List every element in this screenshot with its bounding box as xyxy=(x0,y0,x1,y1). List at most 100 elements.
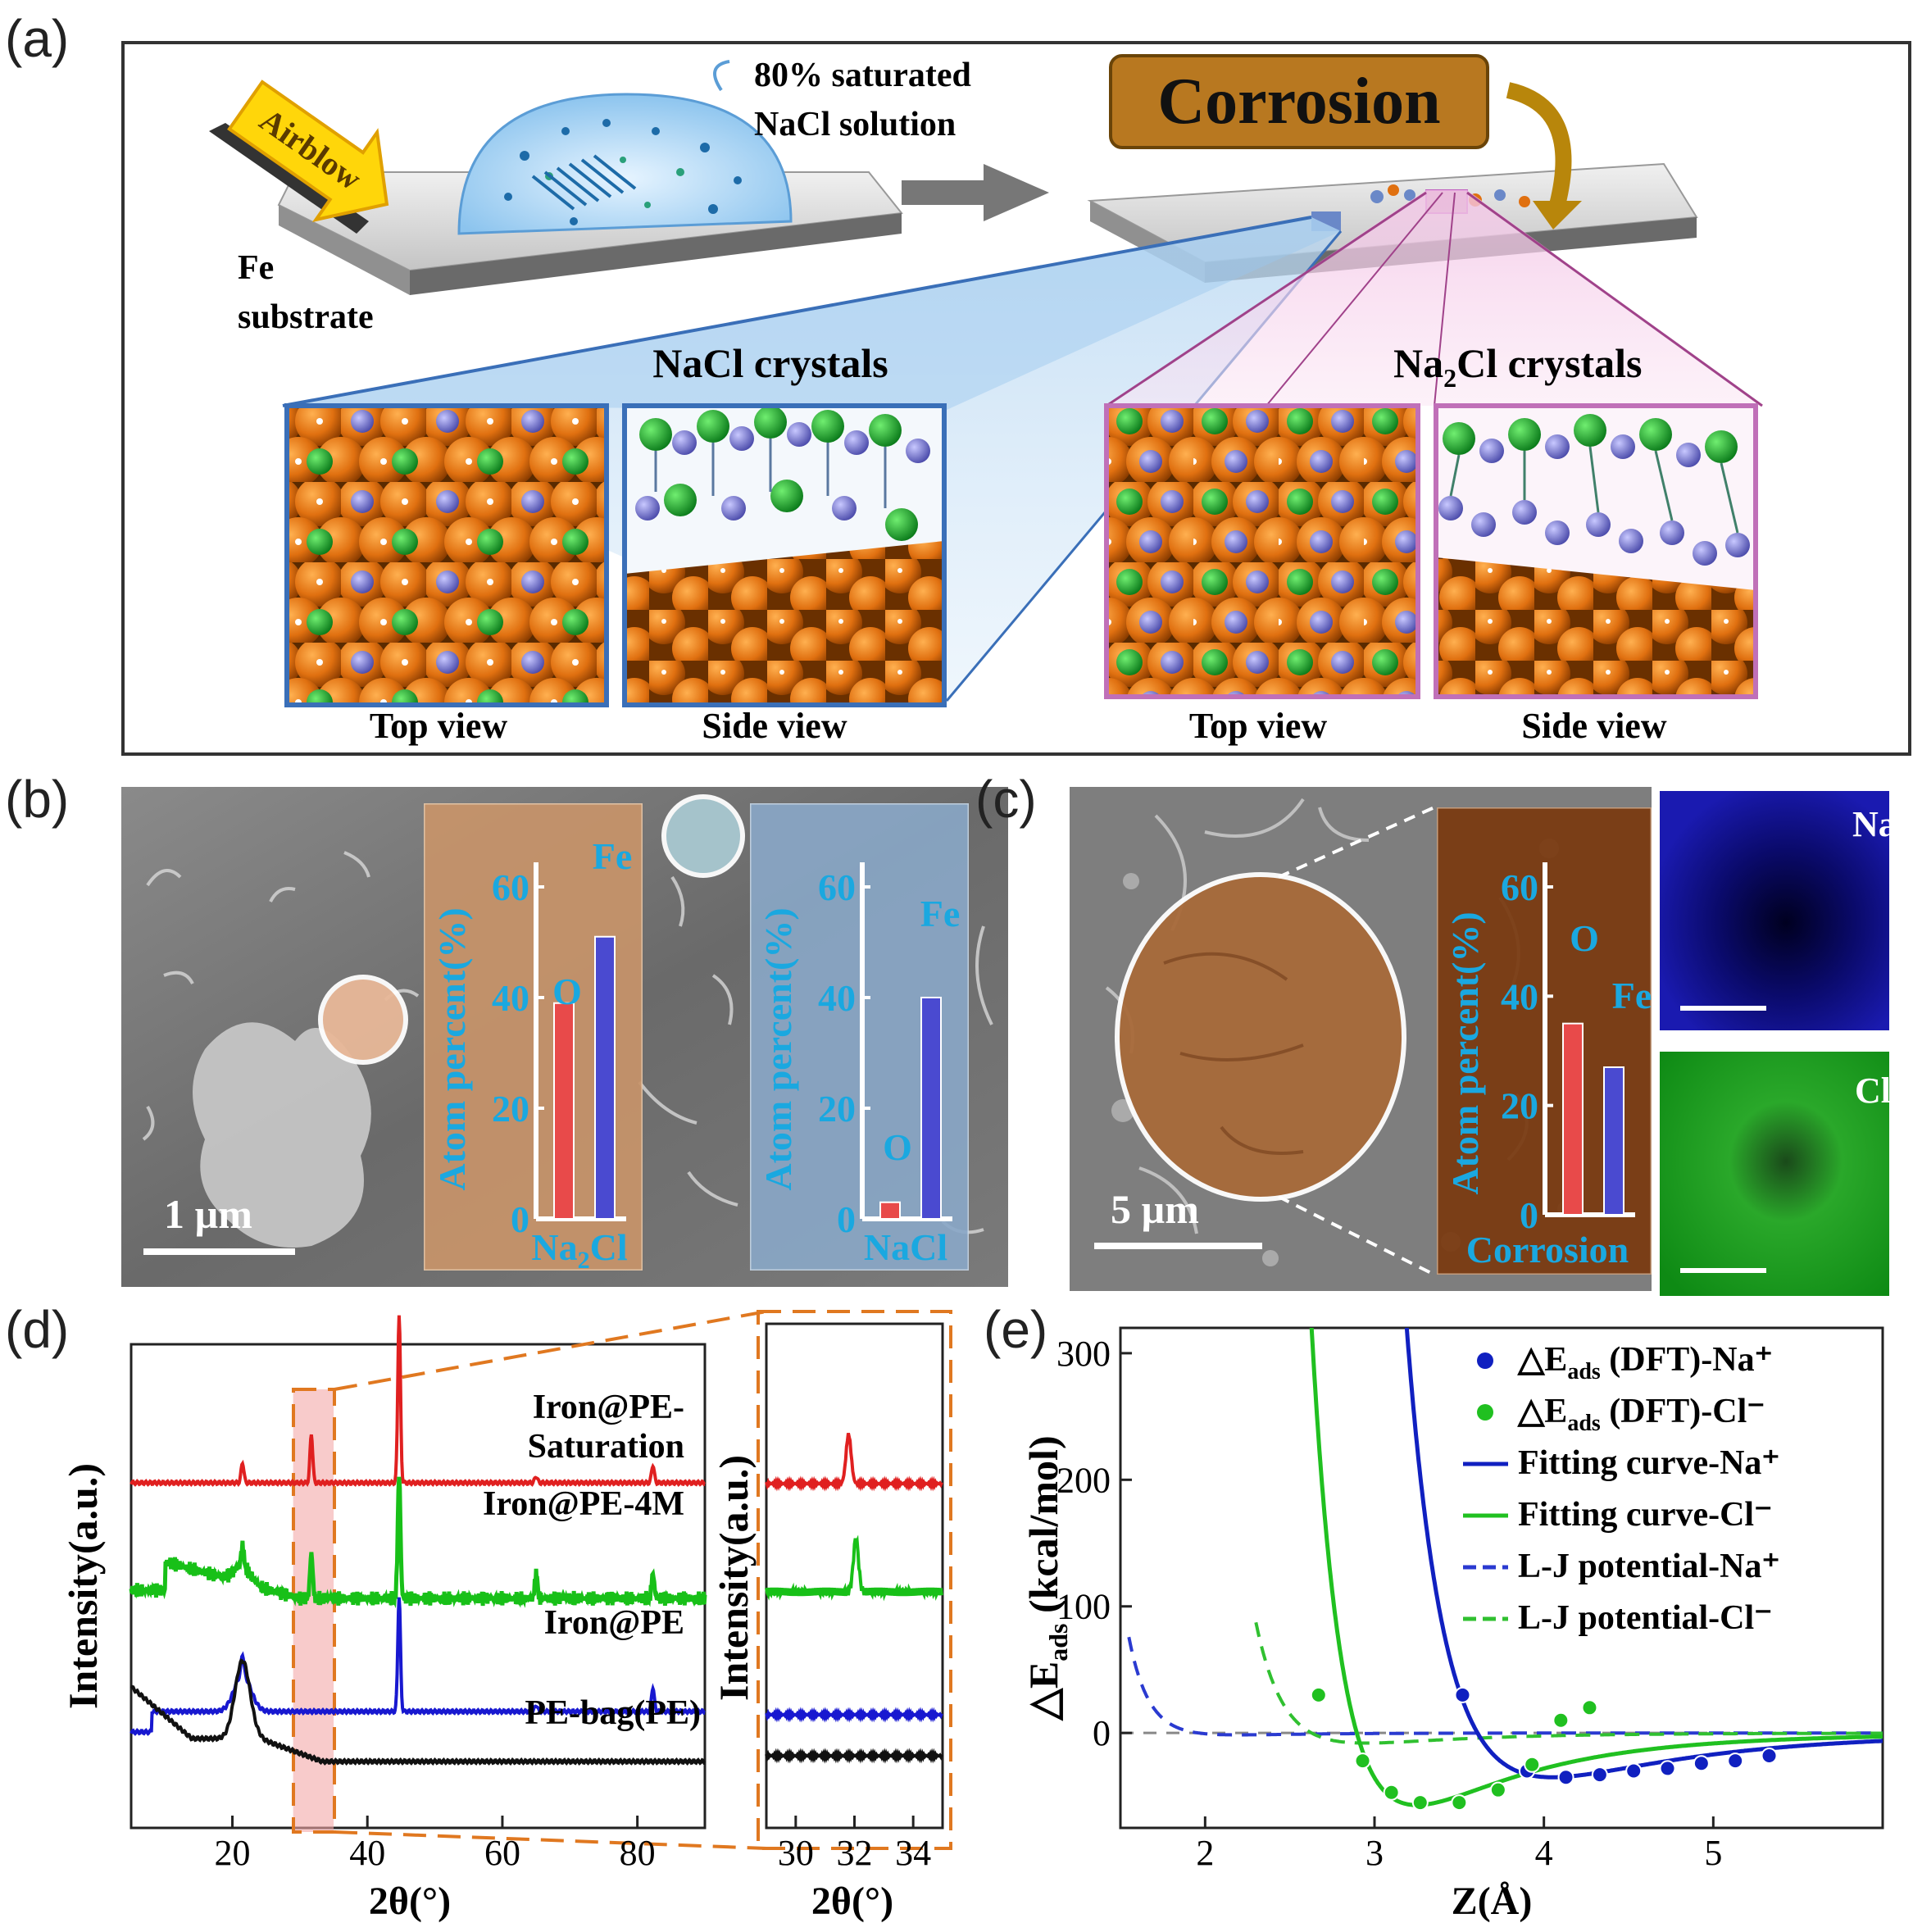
nacl-side-view xyxy=(622,403,947,707)
e-legend-marker xyxy=(1477,1352,1493,1369)
e-point-cl xyxy=(1383,1784,1400,1801)
b-nacl-fe-label: Fe xyxy=(920,893,961,934)
e-ytick: 100 xyxy=(1056,1587,1111,1627)
bar-ytick: 60 xyxy=(818,866,856,908)
e-point-cl xyxy=(1310,1686,1327,1703)
d-zoom-xlabel: 2θ(°) xyxy=(811,1880,893,1923)
bar-ytick: 0 xyxy=(511,1198,529,1240)
lj-na-curve xyxy=(1127,1636,1883,1737)
e-legend-label: L-J potential-Cl⁻ xyxy=(1518,1599,1772,1637)
e-xlabel: Z(Å) xyxy=(1452,1880,1533,1923)
d-xtick: 40 xyxy=(349,1833,385,1873)
e-point-cl xyxy=(1552,1712,1570,1729)
bar-o xyxy=(553,1002,575,1220)
b-nacl-xlabel: NaCl xyxy=(864,1226,947,1268)
d-trace-1 xyxy=(129,1476,707,1609)
bar-ytick: 60 xyxy=(492,866,529,908)
d-trace-2 xyxy=(130,1597,706,1736)
e-ytick: 0 xyxy=(1093,1713,1111,1753)
e-xtick: 4 xyxy=(1535,1833,1553,1873)
panel-d-label: (d) xyxy=(5,1300,70,1359)
substrate-line1: Fe xyxy=(238,249,274,287)
d-zoom-xtick: 34 xyxy=(895,1833,931,1873)
b-nacl-ylabel: Atom percent(%) xyxy=(757,907,799,1190)
panel-c-scale: 5 µm xyxy=(1111,1186,1199,1232)
c-o-label: O xyxy=(1570,917,1599,959)
c-ylabel: Atom percent(%) xyxy=(1444,911,1486,1194)
cl-map-label: Cl xyxy=(1855,1071,1891,1111)
na2cl-crystals-title: Na2Cl crystals xyxy=(1393,340,1642,393)
e-point-cl xyxy=(1354,1752,1371,1770)
corrosion-label: Corrosion xyxy=(1157,66,1440,138)
bar-ytick: 40 xyxy=(1501,975,1538,1017)
lj-cl-curve xyxy=(1254,1621,1883,1745)
b-na2cl-ylabel: Atom percent(%) xyxy=(431,907,473,1190)
e-point-na xyxy=(1727,1752,1744,1770)
na2cl-top-view xyxy=(1104,403,1420,699)
view-label-3: Top view xyxy=(1189,706,1328,746)
bar-o xyxy=(879,1201,901,1220)
e-xtick: 3 xyxy=(1365,1833,1384,1873)
e-point-na xyxy=(1591,1766,1608,1784)
e-point-na xyxy=(1693,1755,1710,1772)
d-trace-label-3: Iron@PE-4M xyxy=(483,1485,684,1523)
d-zoom-trace-3 xyxy=(765,1748,943,1764)
bar-fe xyxy=(594,935,616,1220)
bar-fe xyxy=(920,997,942,1220)
na2cl-side-view xyxy=(1434,403,1758,699)
e-point-cl xyxy=(1489,1781,1506,1798)
view-label-1: Top view xyxy=(370,706,508,746)
panel-a-schematic: Airblow 80% saturated NaCl solution Fe s… xyxy=(121,41,1911,756)
c-xlabel: Corrosion xyxy=(1466,1229,1629,1271)
d-trace-label-2: Saturation xyxy=(528,1428,684,1466)
e-point-na xyxy=(1454,1686,1471,1703)
bar-ytick: 20 xyxy=(1501,1085,1538,1127)
d-zoom-ylabel: Intensity(a.u.) xyxy=(711,1455,757,1701)
nacl-top-view xyxy=(284,403,609,707)
d-xtick: 60 xyxy=(484,1833,520,1873)
b-na2cl-o-label: O xyxy=(552,971,582,1012)
d-zoom-trace-0 xyxy=(765,1432,943,1492)
panel-b-na2cl-bar-chart: Atom percent(%) 0 20 40 60 Na2Cl O Fe xyxy=(424,803,643,1271)
e-legend-label: △Eads (DFT)-Cl⁻ xyxy=(1517,1393,1765,1436)
d-zoom-trace-2 xyxy=(765,1707,943,1723)
e-point-cl xyxy=(1411,1794,1429,1812)
bar-ytick: 0 xyxy=(837,1198,856,1240)
d-zoom-trace-1 xyxy=(765,1534,943,1602)
e-point-cl xyxy=(1451,1794,1468,1812)
b-nacl-o-label: O xyxy=(883,1126,912,1168)
panel-e-label: (e) xyxy=(984,1300,1048,1359)
na-map-label: Na xyxy=(1852,804,1893,844)
e-legend-label: Fitting curve-Cl⁻ xyxy=(1518,1496,1772,1534)
solution-line2: NaCl solution xyxy=(754,106,956,143)
bar-ytick: 0 xyxy=(1520,1194,1538,1236)
c-fe-label: Fe xyxy=(1612,975,1652,1016)
bar-o xyxy=(1562,1022,1584,1216)
panel-c-corrosion-bar-chart: Atom percent(%) 0 20 40 60 Corrosion O Fe xyxy=(1437,807,1652,1275)
d-xtick: 20 xyxy=(215,1833,251,1873)
d-zoom-xtick: 32 xyxy=(837,1833,873,1873)
e-point-cl xyxy=(1581,1699,1598,1716)
d-ylabel: Intensity(a.u.) xyxy=(60,1463,106,1709)
e-ytick: 300 xyxy=(1056,1334,1111,1374)
bar-ytick: 20 xyxy=(818,1088,856,1130)
e-legend-label: Fitting curve-Na⁺ xyxy=(1518,1444,1780,1482)
e-point-cl xyxy=(1524,1756,1541,1773)
panel-c-eds-maps: Na Cl xyxy=(1660,791,1893,1296)
na-map xyxy=(1660,791,1889,1030)
e-xtick: 2 xyxy=(1196,1833,1214,1873)
bar-ytick: 20 xyxy=(492,1088,529,1130)
bar-ytick: 40 xyxy=(818,977,856,1019)
e-point-na xyxy=(1761,1747,1778,1764)
panel-b-scale: 1 µm xyxy=(164,1191,252,1237)
nacl-crystals-title: NaCl crystals xyxy=(652,340,888,386)
cl-map xyxy=(1660,1052,1889,1296)
b-na2cl-xlabel: Na2Cl xyxy=(531,1226,627,1271)
d-xtick: 80 xyxy=(620,1833,656,1873)
e-legend-marker xyxy=(1477,1404,1493,1421)
panel-d-xrd-chart: 20 40 60 80 30 32 34 Intensity(a.u.) Intensity… xyxy=(60,1310,952,1923)
e-legend-label: △Eads (DFT)-Na⁺ xyxy=(1517,1341,1773,1384)
e-legend-label: L-J potential-Na⁺ xyxy=(1518,1548,1780,1585)
d-trace-3 xyxy=(130,1658,706,1766)
e-point-na xyxy=(1557,1769,1574,1786)
